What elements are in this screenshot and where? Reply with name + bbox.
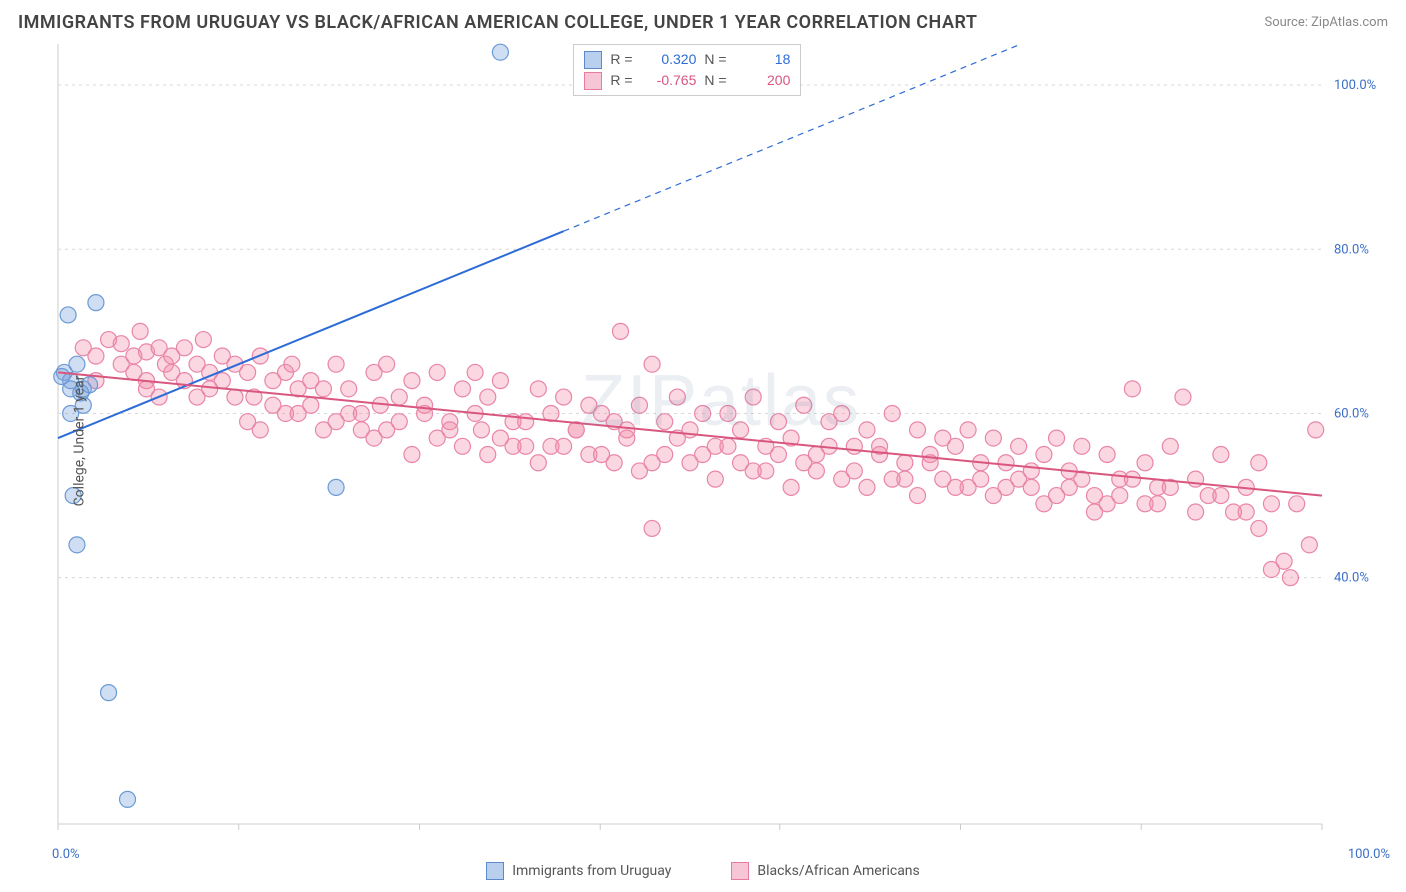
stats-legend: R = 0.320 N = 18 R = -0.765 N = 200 [573,44,801,96]
y-axis-label: College, Under 1 year [71,376,87,507]
scatter-chart: 40.0% 60.0% 80.0% 100.0% [50,40,1392,842]
n-label: N = [704,49,732,70]
r-value: -0.765 [646,70,696,91]
legend-label: Immigrants from Uruguay [512,863,671,879]
n-label: N = [704,70,732,91]
chart-title: IMMIGRANTS FROM URUGUAY VS BLACK/AFRICAN… [18,12,977,33]
source-label: Source: ZipAtlas.com [1264,15,1388,30]
legend-swatch [731,862,749,880]
legend-swatch [584,72,602,90]
bottom-legend: Immigrants from Uruguay Blacks/African Am… [0,862,1406,880]
r-value: 0.320 [646,49,696,70]
stats-row: R = -0.765 N = 200 [584,70,790,91]
stats-row: R = 0.320 N = 18 [584,49,790,70]
n-value: 18 [740,49,790,70]
n-value: 200 [740,70,790,91]
svg-text:40.0%: 40.0% [1334,571,1369,586]
legend-swatch [584,51,602,69]
svg-text:80.0%: 80.0% [1334,242,1369,257]
svg-text:60.0%: 60.0% [1334,406,1369,421]
r-label: R = [610,70,638,91]
legend-item: Blacks/African Americans [731,862,919,880]
r-label: R = [610,49,638,70]
legend-label: Blacks/African Americans [757,863,919,879]
legend-item: Immigrants from Uruguay [486,862,671,880]
chart-area: College, Under 1 year ZIPatlas 40.0%60.0… [50,40,1392,842]
svg-text:100.0%: 100.0% [1334,78,1376,93]
legend-swatch [486,862,504,880]
x-max-label: 100.0% [1348,847,1390,862]
x-min-label: 0.0% [52,847,80,862]
